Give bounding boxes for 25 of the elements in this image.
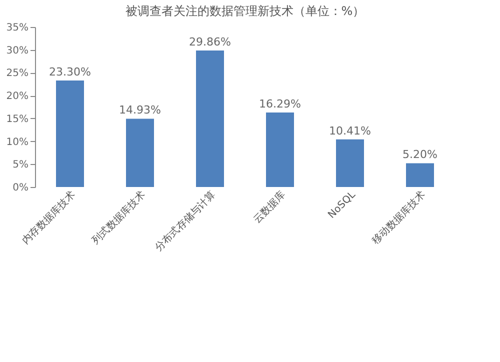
data-label: 23.30% xyxy=(49,65,91,78)
x-tick-label: 移动数据库技术 xyxy=(370,188,428,247)
data-label: 5.20% xyxy=(402,148,438,162)
data-label: 16.29% xyxy=(259,98,301,111)
y-tick-label: 20% xyxy=(6,91,28,102)
x-tick-label: 分布式存储与计算 xyxy=(152,188,218,254)
chart-title: 被调查者关注的数据管理新技术（单位：%） xyxy=(125,4,365,18)
bar xyxy=(56,80,84,187)
x-tick-label: 列式数据库技术 xyxy=(90,188,148,247)
data-label: 10.41% xyxy=(329,124,371,138)
y-tick-label: 35% xyxy=(6,22,28,34)
data-label: 29.86% xyxy=(189,35,231,48)
bar xyxy=(126,118,154,187)
bar xyxy=(336,139,364,187)
y-tick-label: 10% xyxy=(6,136,28,148)
x-tick-label: 云数据库 xyxy=(251,188,288,226)
y-tick-label: 25% xyxy=(6,68,28,80)
data-label: 14.93% xyxy=(119,104,161,117)
bar xyxy=(266,112,294,187)
bar xyxy=(406,163,434,187)
y-tick-label: 30% xyxy=(6,45,28,56)
y-tick-label: 0% xyxy=(12,182,28,194)
bar xyxy=(196,50,224,187)
y-tick-label: 5% xyxy=(12,160,28,171)
y-tick-label: 15% xyxy=(6,114,28,125)
